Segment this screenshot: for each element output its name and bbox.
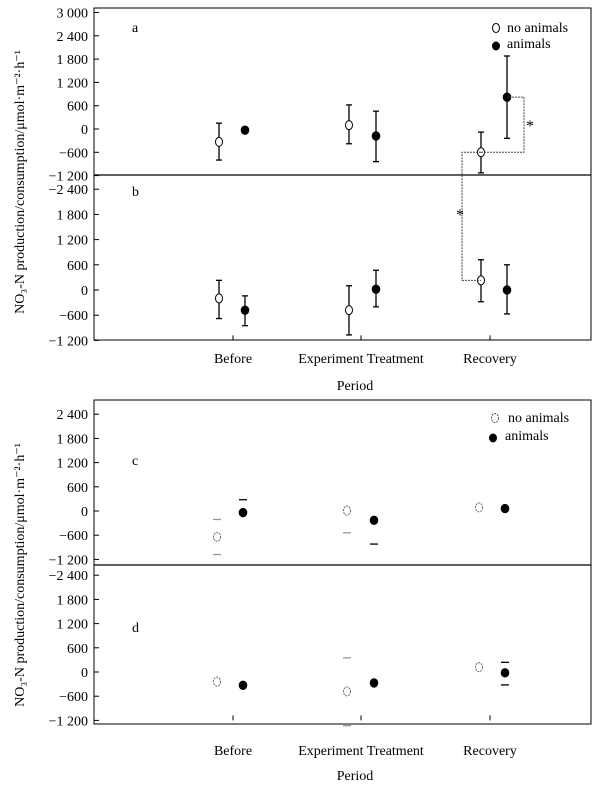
frame-lower bbox=[93, 399, 592, 725]
x-category-experiment-lower: Experiment Treatment bbox=[298, 744, 424, 759]
y-tick-label-d: −1 200 bbox=[49, 714, 88, 729]
point-animals-a bbox=[240, 125, 250, 135]
point-no-animals-a bbox=[215, 136, 223, 147]
y-tick-label-a: 1 800 bbox=[57, 53, 89, 68]
y-tick-label-d: 0 bbox=[81, 666, 88, 681]
y-tick-label-a: 1 200 bbox=[57, 76, 89, 91]
legend-label-no-animals: no animals bbox=[507, 21, 568, 36]
legend-upper: no animals animals bbox=[492, 21, 568, 52]
x-category-before-lower: Before bbox=[214, 744, 252, 759]
y-tick-label-c: 2 400 bbox=[57, 408, 89, 423]
legend-label-animals: animals bbox=[507, 37, 551, 52]
point-animals-a bbox=[371, 131, 381, 141]
x-axis-label-lower: Period bbox=[337, 769, 374, 784]
legend-marker-animals bbox=[489, 433, 497, 443]
legend-label-animals: animals bbox=[505, 429, 549, 444]
panel-label-b: b bbox=[132, 185, 139, 200]
y-tick-label-b: 1 800 bbox=[57, 208, 89, 223]
y-tick-label-d: 1 800 bbox=[57, 593, 89, 608]
y-tick-label-a: −1 200 bbox=[49, 170, 88, 185]
legend-label-no-animals: no animals bbox=[508, 411, 569, 426]
panel-label-d: d bbox=[132, 621, 139, 636]
point-animals-c bbox=[500, 503, 510, 514]
point-no-animals-d bbox=[213, 676, 221, 687]
point-animals-c bbox=[369, 515, 379, 525]
x-category-recovery-upper: Recovery bbox=[463, 352, 517, 367]
y-tick-label-b: −1 200 bbox=[49, 334, 88, 349]
y-tick-label-c: −600 bbox=[59, 529, 88, 544]
panel-label-c: c bbox=[132, 454, 138, 469]
frame-upper bbox=[93, 7, 592, 341]
y-tick-label-d: 1 200 bbox=[57, 618, 89, 633]
significance-bracket-ab bbox=[461, 151, 481, 281]
y-axis-label-upper: NO₃-N production/consumption/μmol·m⁻²·h⁻… bbox=[13, 50, 28, 314]
legend-marker-no-animals bbox=[492, 23, 500, 33]
y-tick-label-b: −600 bbox=[59, 309, 88, 324]
y-tick-label-a: 3 000 bbox=[57, 7, 89, 22]
chart-marks: −1 200 −600 0 600 1 200 1 800 2 400 3 000 −1 200… bbox=[49, 7, 534, 730]
x-category-experiment-upper: Experiment Treatment bbox=[298, 352, 424, 367]
y-tick-label-d: −600 bbox=[59, 690, 88, 705]
x-axis-label-upper: Period bbox=[337, 379, 374, 394]
y-tick-label-c: 1 200 bbox=[57, 457, 89, 472]
significance-bracket-a bbox=[481, 96, 525, 153]
point-animals-b bbox=[502, 285, 512, 295]
point-animals-d bbox=[369, 678, 379, 688]
y-tick-label-c: 1 800 bbox=[57, 432, 89, 447]
point-no-animals-c bbox=[475, 502, 483, 513]
legend-marker-animals bbox=[492, 41, 500, 51]
y-tick-label-b: 600 bbox=[67, 259, 88, 274]
point-animals-c bbox=[238, 507, 248, 518]
y-tick-label-d: −2 400 bbox=[49, 569, 88, 584]
panel-label-a: a bbox=[132, 21, 139, 36]
legend-marker-no-animals bbox=[491, 413, 499, 423]
point-animals-d bbox=[238, 680, 248, 691]
y-tick-label-a: −600 bbox=[59, 146, 88, 161]
point-no-animals-a bbox=[345, 120, 353, 131]
significance-star-ab: * bbox=[456, 207, 464, 224]
y-tick-label-b: −2 400 bbox=[49, 183, 88, 198]
point-animals-b bbox=[371, 284, 381, 294]
y-tick-label-b: 1 200 bbox=[57, 234, 89, 249]
y-tick-label-c: 600 bbox=[67, 481, 88, 496]
point-animals-b bbox=[240, 305, 250, 315]
point-no-animals-d bbox=[343, 686, 351, 697]
y-tick-label-a: 2 400 bbox=[57, 30, 89, 45]
x-category-before-upper: Before bbox=[214, 352, 252, 367]
point-no-animals-b bbox=[215, 293, 223, 304]
y-tick-label-c: 0 bbox=[81, 505, 88, 520]
point-no-animals-d bbox=[475, 662, 483, 673]
point-no-animals-c bbox=[343, 505, 351, 516]
y-tick-label-b: 0 bbox=[81, 284, 88, 299]
y-tick-label-d: 600 bbox=[67, 642, 88, 657]
significance-star-a: * bbox=[526, 118, 534, 135]
x-category-recovery-lower: Recovery bbox=[463, 744, 517, 759]
point-no-animals-c bbox=[213, 531, 221, 542]
point-animals-d bbox=[500, 668, 510, 678]
point-no-animals-b bbox=[345, 305, 353, 316]
y-tick-label-a: 0 bbox=[81, 123, 88, 138]
y-tick-label-a: 600 bbox=[67, 100, 88, 115]
legend-lower: no animals animals bbox=[489, 411, 569, 444]
y-axis-label-lower: NO₃-N production/consumption/μmol·m⁻²·h⁻… bbox=[13, 443, 28, 707]
y-tick-label-c: −1 200 bbox=[49, 553, 88, 568]
